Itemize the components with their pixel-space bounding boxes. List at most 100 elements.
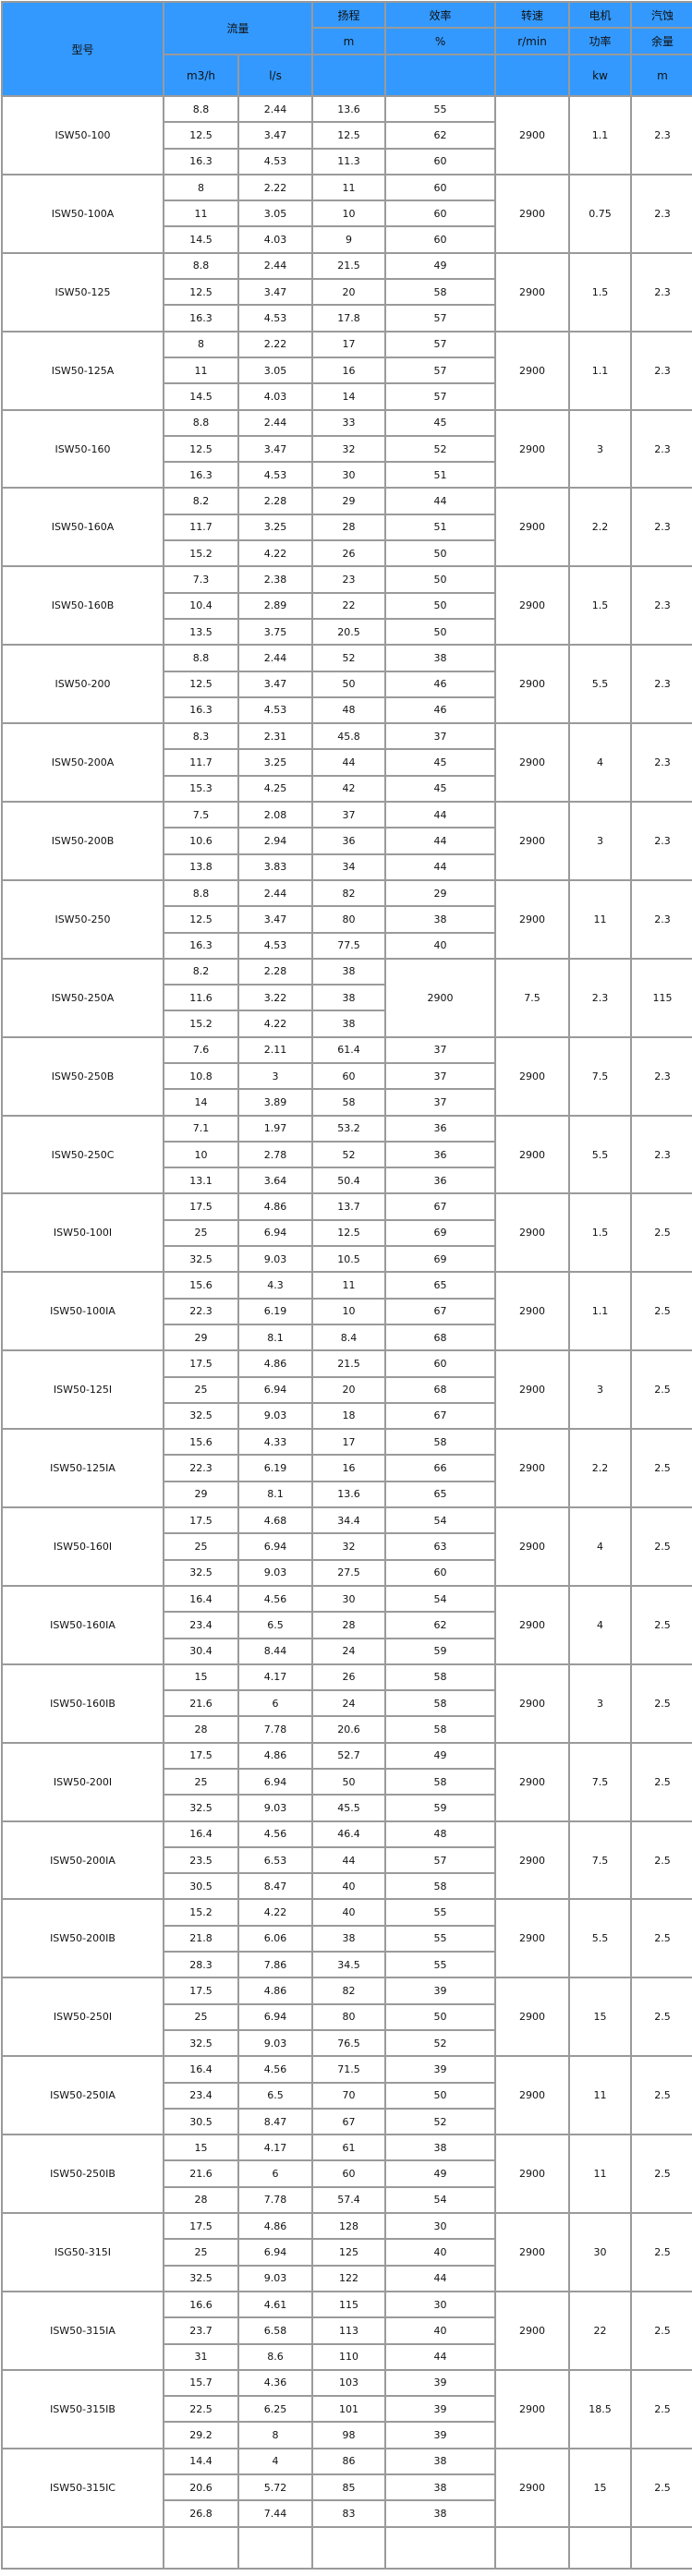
table-row: 28.3 7.86 34.5 55 <box>2 1951 692 1979</box>
model-cell: ISW50-160IA <box>1 1584 164 1665</box>
head-cell: 33 <box>311 408 387 437</box>
efficiency-cell: 50 <box>384 2002 497 2031</box>
table-row: 16.3 4.53 77.5 40 <box>2 931 692 960</box>
model-cell: ISW50-250I <box>1 1977 164 2058</box>
efficiency-cell: 57 <box>384 382 497 411</box>
flow-m3h-cell: 14 <box>163 1088 239 1117</box>
npsh-cell: 2.3 <box>630 878 692 960</box>
head-cell: 38 <box>311 1924 387 1953</box>
table-row: 10 2.78 52 36 <box>2 1140 692 1169</box>
flow-m3h-cell: 17.5 <box>163 1977 239 2005</box>
table-row: 32.5 9.03 122 44 <box>2 2264 692 2292</box>
flow-m3h-cell: 32.5 <box>163 1401 239 1431</box>
model-cell: ISW50-125IA <box>1 1428 164 1509</box>
model-cell: ISW50-315IA <box>1 2290 164 2371</box>
npsh-cell: 2.5 <box>630 1506 692 1587</box>
flow-m3h-cell: 21.6 <box>163 2159 239 2188</box>
flow-ls-cell: 4.22 <box>237 1010 314 1038</box>
table-row: 13.5 3.75 20.5 50 <box>2 617 692 647</box>
table-row: ISW50-100A 8 2.22 11 60 2900 0.75 2.3 <box>1 173 692 254</box>
flow-ls-cell: 4.61 <box>237 2290 314 2319</box>
header-flow-ls: l/s <box>237 54 314 97</box>
flow-ls-cell: 8.6 <box>237 2342 314 2371</box>
efficiency-cell: 50 <box>384 2081 497 2110</box>
flow-m3h-cell: 12.5 <box>163 905 239 934</box>
efficiency-cell: 55 <box>384 1951 497 1979</box>
speed-cell: 2900 <box>494 1271 571 1352</box>
head-cell: 67 <box>311 2107 387 2136</box>
model-cell: ISW50-200I <box>1 1741 164 1822</box>
model-cell: ISW50-100IA <box>1 1271 164 1352</box>
header-npsh-unit: m <box>630 54 692 97</box>
efficiency-cell: 40 <box>384 931 497 960</box>
efficiency-cell: 48 <box>384 1820 497 1848</box>
header-head: 扬程 <box>311 1 387 29</box>
head-cell: 42 <box>311 774 387 804</box>
speed-cell: 2900 <box>494 2368 571 2449</box>
speed-cell: 2900 <box>494 2290 571 2371</box>
model-cell: ISW50-160A <box>1 487 164 568</box>
efficiency-cell: 38 <box>384 644 497 672</box>
model-cell: ISW50-200B <box>1 801 164 881</box>
flow-ls-cell: 8 <box>237 2421 314 2449</box>
head-cell: 44 <box>311 748 387 777</box>
model-cell: ISW50-160IB <box>1 1663 164 1744</box>
flow-m3h-cell: 8.8 <box>163 251 239 281</box>
head-cell: 23 <box>311 565 387 594</box>
motor-power-cell: 11 <box>568 2055 633 2136</box>
speed-cell: 2900 <box>494 330 571 411</box>
head-cell: 125 <box>311 2238 387 2267</box>
table-row: 29 8.1 8.4 68 <box>2 1323 692 1352</box>
head-cell: 20.5 <box>311 617 387 647</box>
head-cell: 28 <box>311 513 387 542</box>
flow-m3h-cell: 14.5 <box>163 382 239 411</box>
table-row: 20.6 5.72 85 38 <box>2 2473 692 2502</box>
header-empty <box>311 54 387 97</box>
head-cell: 13.6 <box>311 94 387 124</box>
model-cell: ISW50-315IC <box>1 2447 164 2528</box>
flow-ls-cell: 4.86 <box>237 1741 314 1771</box>
npsh-cell: 2.5 <box>630 1192 692 1274</box>
efficiency-cell: 44 <box>384 2264 497 2292</box>
model-cell: ISW50-250IB <box>1 2134 164 2215</box>
efficiency-cell: 52 <box>384 434 497 464</box>
head-cell: 26 <box>311 539 387 568</box>
flow-m3h-cell: 8.8 <box>163 644 239 672</box>
motor-power-cell: 3 <box>568 1349 633 1431</box>
table-row: ISW50-100IA 15.6 4.3 11 65 2900 1.1 2.5 <box>1 1271 692 1352</box>
motor-power-cell: 4 <box>568 1584 633 1665</box>
flow-ls-cell: 4.86 <box>237 1349 314 1378</box>
flow-ls-cell: 3.05 <box>237 356 314 385</box>
flow-ls-cell: 2.28 <box>237 487 314 515</box>
table-row: 28 7.78 57.4 54 <box>2 2185 692 2215</box>
table-header: 型号 流量 扬程 效率 转速 电机 汽蚀 m % r/min 功率 余量 m3/… <box>1 1 692 97</box>
npsh-cell: 2.3 <box>630 487 692 568</box>
speed-cell: 2900 <box>494 1349 571 1431</box>
efficiency-cell: 59 <box>384 1794 497 1822</box>
efficiency-cell: 39 <box>384 2421 497 2449</box>
head-cell: 76.5 <box>311 2028 387 2058</box>
head-cell: 34 <box>311 853 387 881</box>
npsh-cell: 2.5 <box>630 1349 692 1431</box>
efficiency-cell: 44 <box>384 827 497 855</box>
npsh-cell: 2.3 <box>630 801 692 881</box>
head-cell: 48 <box>311 695 387 725</box>
flow-ls-cell: 2.31 <box>237 722 314 751</box>
table-row: 12.5 3.47 20 58 <box>2 278 692 307</box>
flow-ls-cell: 2.44 <box>237 251 314 281</box>
efficiency-cell: 30 <box>384 2290 497 2319</box>
speed-cell: 2900 <box>494 1035 571 1117</box>
table-row: ISW50-250B 7.6 2.11 61.4 37 2900 7.5 2.3 <box>1 1035 692 1117</box>
flow-ls-cell: 7.44 <box>237 2499 314 2528</box>
head-cell: 11 <box>311 173 387 202</box>
head-cell: 17 <box>311 330 387 358</box>
table-row: 32.5 9.03 27.5 60 <box>2 1558 692 1587</box>
model-cell: ISW50-200A <box>1 722 164 804</box>
flow-ls-cell: 4.53 <box>237 695 314 725</box>
flow-ls-cell: 2.94 <box>237 827 314 855</box>
header-head-unit: m <box>311 27 387 55</box>
flow-m3h-cell: 10 <box>163 1140 239 1169</box>
efficiency-cell: 36 <box>384 1114 497 1143</box>
motor-power-cell: 1.5 <box>568 251 633 333</box>
head-cell: 50.4 <box>311 1167 387 1195</box>
